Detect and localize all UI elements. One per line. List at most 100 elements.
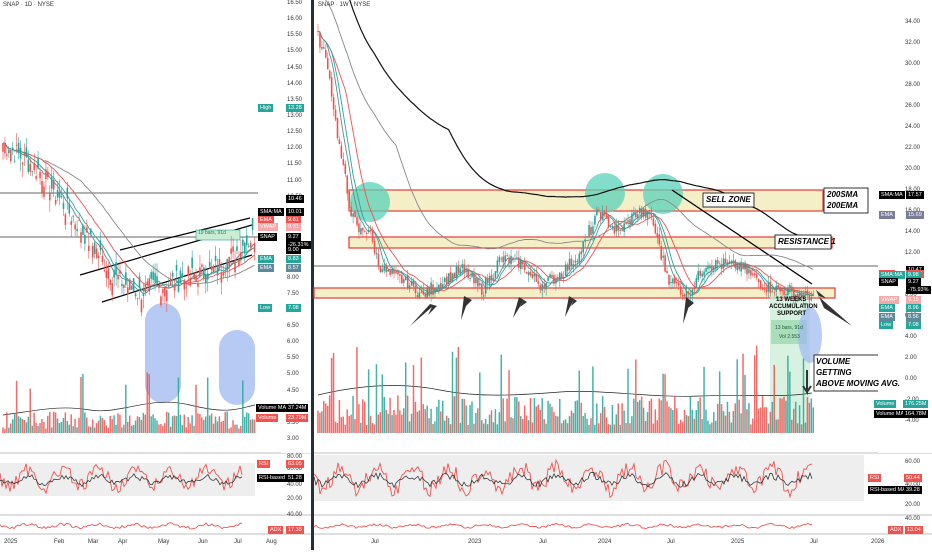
right-candle — [539, 284, 542, 290]
right-volume-bar — [596, 403, 598, 433]
right-candle — [395, 271, 397, 274]
right-candle — [732, 260, 735, 262]
right-candle — [553, 275, 555, 284]
right-volume-bar — [469, 405, 471, 433]
right-volume-bar — [481, 420, 483, 433]
right-candle — [679, 286, 682, 295]
right-volume-bar — [559, 398, 561, 433]
right-candle — [475, 277, 477, 284]
right-volume-bar — [793, 408, 795, 433]
right-candle — [442, 284, 444, 288]
left-volume-bar — [43, 421, 45, 433]
left-axis-tick: 15.00 — [287, 48, 303, 55]
right-candle — [716, 259, 719, 264]
right-volume-bar — [326, 405, 329, 433]
left-volume-bar — [4, 428, 6, 433]
right-candle — [330, 77, 333, 97]
right-candle — [572, 264, 575, 267]
left-volume-bar — [238, 428, 240, 433]
left-rsi-line — [0, 463, 243, 495]
left-candle — [181, 273, 184, 278]
right-candle — [695, 278, 698, 288]
left-volume-bar — [119, 414, 121, 433]
right-volume-bar — [763, 407, 766, 433]
right-volume-bar — [560, 423, 563, 433]
right-candle — [338, 139, 341, 145]
right-volume-bar — [570, 410, 573, 433]
right-candle — [323, 47, 325, 49]
right-candle — [352, 213, 354, 217]
left-volume-bar — [99, 415, 102, 433]
left-candle — [236, 246, 238, 251]
left-volume-bar — [10, 423, 12, 433]
right-candle — [514, 258, 516, 260]
left-badge-label: High — [258, 103, 274, 112]
right-time-tick: 2024 — [598, 539, 612, 545]
right-volume-bar — [654, 409, 657, 433]
pane-divider[interactable] — [311, 0, 314, 550]
left-candle — [125, 272, 127, 285]
right-volume-bar — [578, 370, 580, 433]
left-candle — [119, 270, 121, 274]
left-time-tick: Aug — [266, 539, 277, 545]
left-volume-bar — [138, 417, 141, 433]
left-candle — [88, 245, 90, 251]
left-header: SNAP · 1D · NYSE — [3, 2, 54, 8]
right-candle — [455, 265, 458, 278]
left-volume-bar — [208, 415, 211, 433]
left-rsi-badge-label: RSI-based MA — [257, 474, 297, 482]
right-volume-bar — [442, 400, 444, 433]
right-candle — [369, 228, 372, 230]
right-candle — [401, 275, 403, 284]
left-candle — [103, 270, 106, 272]
right-volume-bar — [371, 423, 374, 433]
right-candle — [699, 270, 701, 276]
right-candle — [416, 294, 419, 297]
left-candle — [68, 203, 71, 214]
right-rsi-ma-line — [313, 472, 813, 489]
right-badge-label: SMA:MA — [879, 271, 905, 280]
right-candle — [492, 277, 495, 280]
right-volume-bar — [475, 413, 477, 433]
right-candle — [443, 278, 446, 283]
left-candle — [37, 158, 39, 169]
left-volume-bar — [164, 423, 166, 433]
right-volume-bar — [613, 424, 616, 433]
right-candle — [623, 223, 625, 232]
right-axis-tick: 24.00 — [905, 123, 921, 130]
right-candle — [773, 292, 776, 294]
left-candle — [105, 270, 108, 278]
left-candle — [234, 260, 236, 273]
left-badge-value: 10.46 — [286, 195, 304, 204]
left-candle — [220, 272, 223, 283]
left-volume-bar — [214, 416, 217, 433]
left-volume-bar — [2, 427, 4, 433]
right-volume-bar — [362, 399, 364, 433]
right-volume-bar — [742, 353, 744, 433]
right-candle — [709, 266, 711, 269]
left-candle — [123, 284, 125, 288]
right-volume-bar — [404, 362, 407, 433]
left-candle — [162, 289, 164, 294]
right-volume-bar — [615, 414, 618, 433]
right-volume-bar — [787, 355, 789, 433]
right-candle — [592, 226, 594, 234]
right-candle — [777, 285, 779, 288]
right-badge-label: VWAP — [879, 295, 899, 304]
right-badge-value: 8.96 — [906, 304, 921, 313]
right-badge-value: 17.57 — [906, 191, 924, 200]
right-volume-bar — [670, 408, 672, 433]
left-candle — [117, 276, 119, 280]
right-volume-bar — [531, 422, 534, 433]
right-volume-bar — [609, 424, 612, 433]
right-badge-label: SNAP — [879, 278, 898, 287]
right-volume-bar — [443, 420, 446, 433]
right-candle — [531, 274, 534, 279]
right-axis-tick: 2.00 — [905, 354, 917, 361]
left-badge-label: EMA — [258, 215, 274, 224]
right-volume-bar — [728, 411, 731, 433]
left-candle — [127, 287, 129, 295]
left-volume-ma — [2, 401, 256, 416]
right-volume-bar — [683, 409, 686, 433]
right-volume-bar — [410, 413, 413, 433]
